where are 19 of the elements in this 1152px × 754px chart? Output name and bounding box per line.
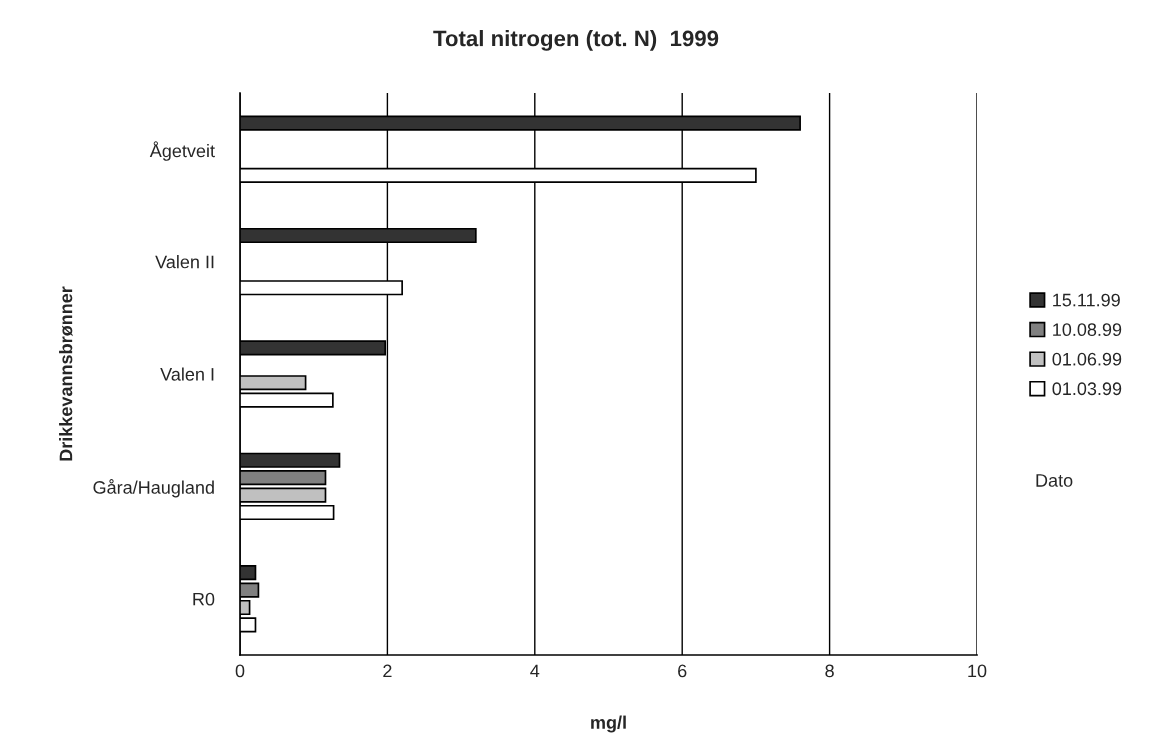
y-tick-label: Valen II bbox=[155, 255, 214, 269]
y-tick-label: Gåra/Haugland bbox=[93, 479, 214, 498]
legend-title: Dato bbox=[1036, 474, 1073, 487]
x-tick-label: 2 bbox=[383, 664, 392, 678]
x-tick-label: 6 bbox=[678, 664, 687, 678]
chart-title: Total nitrogen (tot. N) 1999 bbox=[433, 30, 719, 51]
x-tick-label: 10 bbox=[968, 664, 987, 678]
legend-label: 01.06.99 bbox=[1052, 352, 1122, 366]
x-tick-label: 4 bbox=[530, 664, 540, 678]
legend-label: 01.03.99 bbox=[1052, 382, 1122, 396]
y-tick-label: R0 bbox=[193, 592, 215, 606]
legend-label: 15.11.99 bbox=[1053, 293, 1120, 307]
x-tick-label: 0 bbox=[235, 664, 245, 678]
y-axis-title: Drikkevannsbrønner bbox=[59, 286, 73, 461]
y-tick-label: Valen I bbox=[160, 367, 214, 381]
x-axis-title: mg/l bbox=[591, 715, 626, 733]
x-tick-label: 8 bbox=[825, 664, 834, 678]
legend-label: 10.08.99 bbox=[1053, 323, 1122, 337]
y-tick-label: Ågetveit bbox=[149, 141, 215, 161]
